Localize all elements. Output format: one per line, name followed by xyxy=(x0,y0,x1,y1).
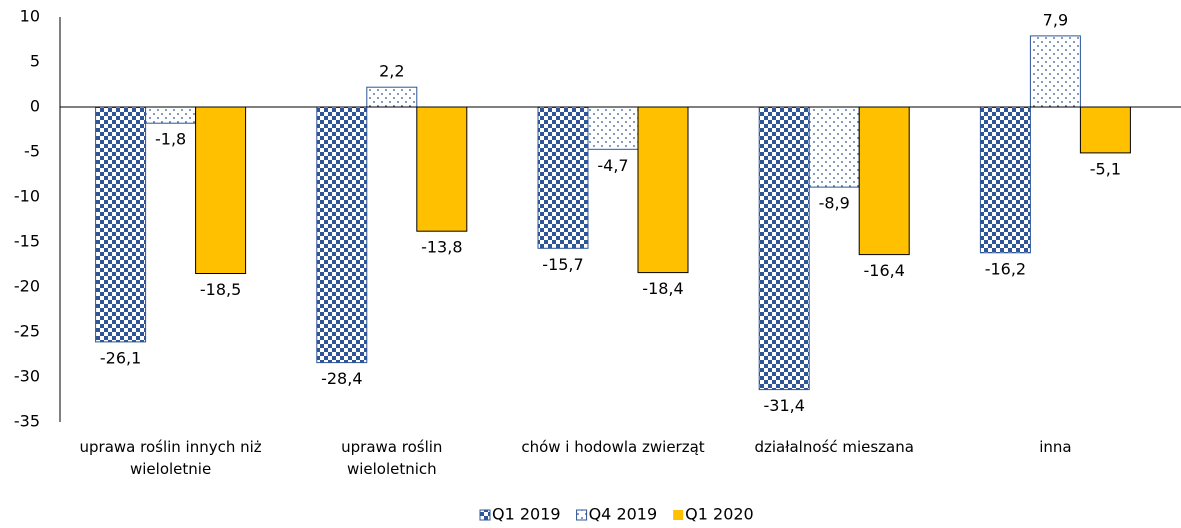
bar xyxy=(537,106,589,249)
y-tick-label: 10 xyxy=(20,7,40,26)
bar xyxy=(316,106,368,364)
y-tick-label: -25 xyxy=(14,322,40,341)
bar xyxy=(1079,106,1131,154)
value-label: -15,7 xyxy=(542,255,583,274)
bar xyxy=(366,86,418,108)
legend-label: Q1 2019 xyxy=(492,505,561,524)
x-tick-label: uprawa roślin innych niż wieloletnie xyxy=(79,438,262,478)
y-tick-label: -5 xyxy=(24,142,40,161)
value-label: 2,2 xyxy=(379,62,404,81)
value-label: -18,5 xyxy=(200,280,241,299)
value-label: 7,9 xyxy=(1043,10,1068,29)
bar xyxy=(858,106,910,256)
y-tick-label: -30 xyxy=(14,367,40,386)
y-tick-label: -20 xyxy=(14,277,40,296)
y-tick-label: 0 xyxy=(30,97,40,116)
value-label: -5,1 xyxy=(1090,159,1121,178)
bar xyxy=(587,106,639,150)
value-label: -13,8 xyxy=(421,238,462,257)
legend-swatch xyxy=(673,510,684,520)
legend-swatch xyxy=(576,509,588,521)
x-tick-label: inna xyxy=(1039,438,1072,456)
value-label: -16,2 xyxy=(985,259,1026,278)
legend-swatch xyxy=(479,509,491,521)
bar xyxy=(145,106,197,124)
bar xyxy=(637,106,689,274)
value-label: -16,4 xyxy=(863,261,904,280)
y-tick-label: -15 xyxy=(14,232,40,251)
value-label: -31,4 xyxy=(763,396,804,415)
x-tick-label: chów i hodowla zwierząt xyxy=(521,438,705,456)
bar xyxy=(808,106,860,188)
bar xyxy=(195,106,247,274)
bar xyxy=(758,106,810,391)
x-tick-label: działalność mieszana xyxy=(754,438,914,456)
bar xyxy=(95,106,147,343)
y-tick-label: -35 xyxy=(14,412,40,431)
value-label: -26,1 xyxy=(100,348,141,367)
value-label: -4,7 xyxy=(597,156,628,175)
legend-label: Q1 2020 xyxy=(685,505,754,524)
value-label: -8,9 xyxy=(819,194,850,213)
x-tick-label: uprawa roślin wieloletnich xyxy=(341,438,443,478)
bar xyxy=(979,106,1031,254)
y-tick-label: 5 xyxy=(30,52,40,71)
value-label: -1,8 xyxy=(155,130,186,149)
bar xyxy=(416,106,468,232)
value-label: -18,4 xyxy=(642,279,683,298)
legend-label: Q4 2019 xyxy=(589,505,658,524)
value-label: -28,4 xyxy=(321,369,362,388)
y-tick-label: -10 xyxy=(14,187,40,206)
bar xyxy=(1029,35,1081,108)
